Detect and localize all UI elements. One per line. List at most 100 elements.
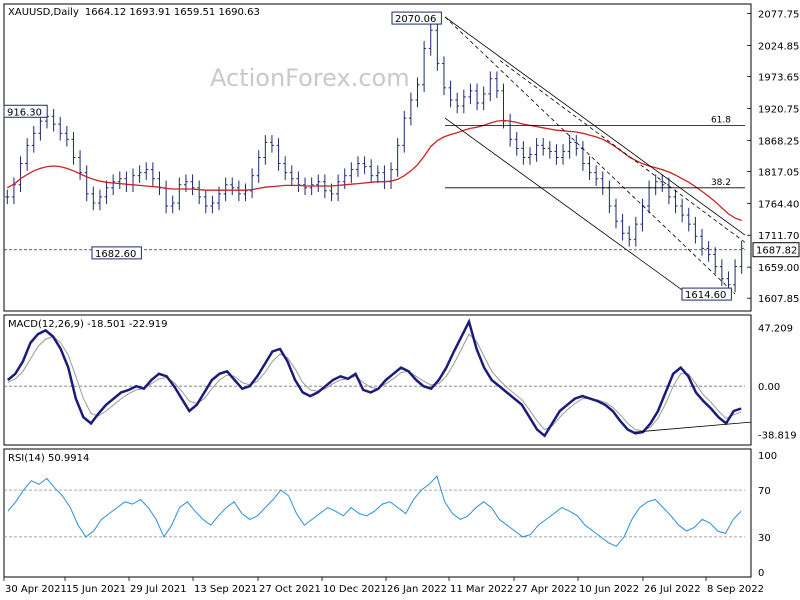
price-bar (250, 168, 255, 199)
price-bar (594, 165, 599, 186)
price-bar (296, 171, 301, 193)
price-bar (5, 189, 10, 205)
price-bar (693, 216, 698, 244)
price-bar (355, 156, 360, 177)
price-bar (389, 162, 394, 190)
price-bar (25, 138, 30, 171)
price-bar (713, 247, 718, 274)
x-tick-label: 10 Dec 2021 (323, 584, 387, 595)
sma-line (6, 119, 742, 222)
x-tick-label: 15 Jun 2021 (66, 584, 126, 595)
price-bar (230, 177, 235, 196)
price-bar (203, 189, 208, 214)
rsi-line (7, 475, 742, 547)
price-bar (164, 180, 169, 214)
svg-text:916.30: 916.30 (7, 107, 42, 118)
price-bar (488, 71, 493, 102)
price-bar (78, 150, 83, 180)
price-bar (263, 135, 268, 165)
price-bar (38, 113, 43, 141)
price-bar (574, 135, 579, 156)
price-bar (362, 156, 367, 174)
rsi-tick-label: 100 (758, 451, 777, 462)
x-tick-label: 27 Apr 2022 (515, 584, 577, 595)
macd-signal-line (7, 333, 742, 432)
channel-upper (444, 16, 746, 236)
x-tick-label: 27 Oct 2021 (259, 584, 321, 595)
price-bar (600, 171, 605, 196)
price-bar (223, 177, 228, 202)
channel-mid-upper (499, 60, 746, 243)
rsi-layer (4, 475, 745, 547)
price-bar (210, 195, 215, 214)
rsi-tick-label: 70 (758, 486, 771, 497)
price-bar (197, 180, 202, 205)
price-bar (647, 180, 652, 214)
svg-text:2070.06: 2070.06 (395, 14, 436, 25)
price-bar (190, 174, 195, 196)
symbol-label: XAUUSD,Daily 1664.12 1693.91 1659.51 1690… (8, 7, 260, 18)
price-bar (124, 171, 129, 193)
y-tick-label: 1973.65 (758, 73, 799, 84)
price-bar (567, 135, 572, 159)
price-annotation: 2070.06 (391, 11, 442, 25)
price-annotation: 1614.60 (681, 287, 732, 301)
price-bar (514, 132, 519, 156)
price-bar (441, 56, 446, 96)
price-annotation: 916.30 (3, 104, 48, 118)
price-bar (402, 110, 407, 153)
price-bar (71, 132, 76, 165)
price-bar (243, 183, 248, 202)
price-bar (653, 174, 658, 196)
price-bar (289, 165, 294, 186)
y-tick-label: 1711.70 (758, 231, 799, 242)
price-bar (408, 92, 413, 126)
macd-line (7, 318, 742, 438)
x-tick-label: 10 Jun 2022 (579, 584, 639, 595)
price-bar (733, 259, 738, 293)
price-bar (461, 89, 466, 114)
price-bar (157, 171, 162, 196)
x-tick-label: 26 Jul 2022 (644, 584, 701, 595)
y-tick-label: 1659.00 (758, 263, 799, 274)
price-bar (422, 41, 427, 93)
x-tick-label: 8 Sep 2022 (707, 584, 764, 595)
rsi-tick-label: 30 (758, 533, 771, 544)
price-bar (554, 144, 559, 165)
price-bar (455, 92, 460, 114)
price-bar (316, 174, 321, 193)
price-bar (31, 125, 36, 153)
price-bar (640, 198, 645, 232)
price-bar (534, 138, 539, 162)
y-tick-label: 2024.85 (758, 41, 799, 52)
y-tick-label: 1817.05 (758, 167, 799, 178)
price-bar (342, 168, 347, 190)
macd-tick-label: 47.209 (758, 324, 793, 335)
price-bar (468, 83, 473, 105)
price-bar (375, 165, 380, 183)
price-bar (627, 225, 632, 247)
channel-lower (444, 117, 691, 296)
macd-trendline (634, 421, 752, 433)
price-bar (435, 22, 440, 71)
price-bar (501, 83, 506, 129)
macd-tick-label: 0.00 (758, 382, 780, 393)
price-bar (607, 180, 612, 214)
fib-label: 61.8 (711, 115, 731, 125)
price-bar (673, 189, 678, 214)
rsi-label: RSI(14) 50.9914 (8, 453, 89, 464)
channel-mid (444, 16, 736, 295)
price-bar (131, 168, 136, 193)
price-bar (547, 141, 552, 159)
price-bar (580, 141, 585, 171)
price-bar (104, 180, 109, 205)
price-bar (660, 174, 665, 193)
svg-text:1682.60: 1682.60 (95, 249, 136, 260)
price-bar (508, 113, 513, 147)
price-bar (137, 165, 142, 183)
rsi-tick-label: 0 (758, 568, 764, 579)
price-bar (587, 156, 592, 180)
price-panel (3, 3, 752, 312)
ohlc-values: 1664.12 1693.91 1659.51 1690.63 (85, 7, 260, 18)
